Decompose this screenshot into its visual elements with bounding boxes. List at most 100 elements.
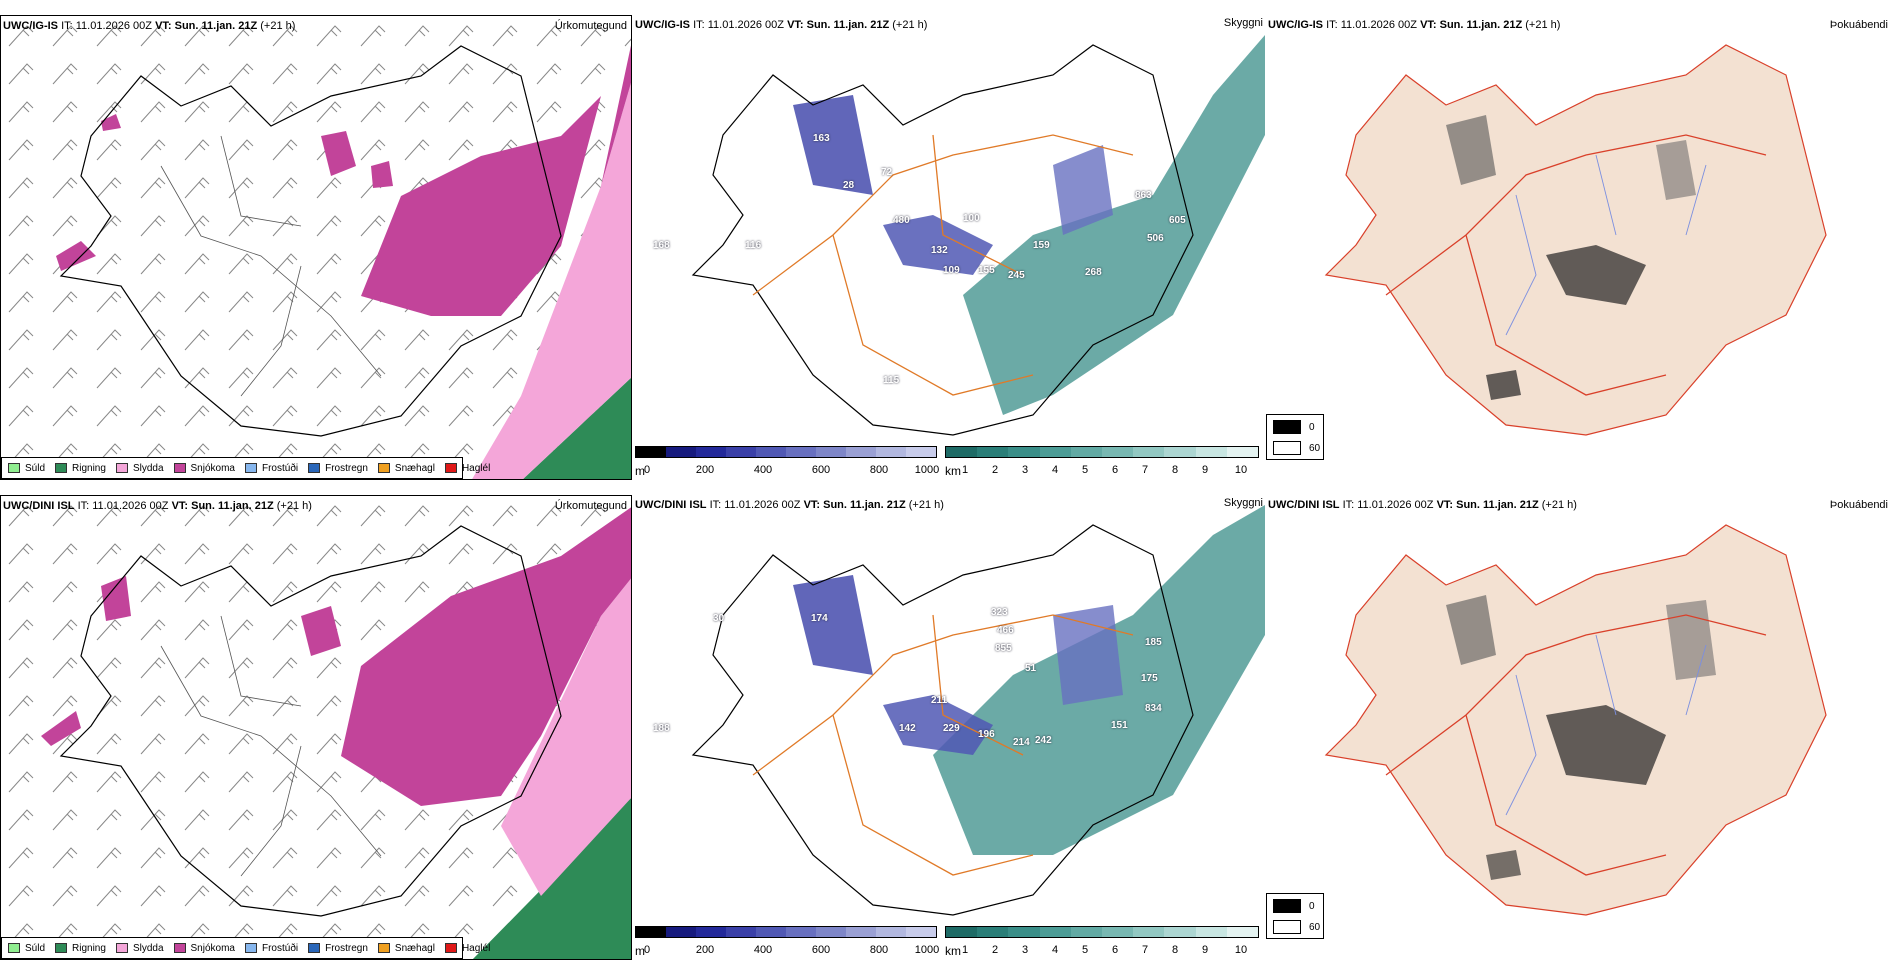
panel-title: UWC/DINI ISL IT: 11.01.2026 00Z VT: Sun.… [3, 500, 312, 512]
precip-panel-bottom: UWC/DINI ISL IT: 11.01.2026 00Z VT: Sun.… [0, 495, 632, 960]
precip-label: Úrkomutegund [554, 20, 627, 32]
legend-item: Snæhagl [377, 463, 435, 474]
ceiling-value: 506 [1147, 233, 1164, 244]
ceiling-value: 185 [1145, 637, 1162, 648]
legend-item: Frostúði [244, 463, 298, 474]
ceiling-value: 168 [653, 240, 670, 251]
visibility-ticks: 1 2 3 4 5 6 7 8 9 10 [961, 464, 1248, 476]
roads [752, 614, 1134, 876]
legend-item: Haglél [444, 463, 490, 474]
legend-item: Súld [8, 943, 45, 954]
ceiling-value: 229 [943, 723, 960, 734]
ceiling-value: 466 [997, 625, 1014, 636]
ceiling-value: 109 [943, 265, 960, 276]
swatch [244, 943, 257, 953]
precip-map-bottom [1, 496, 631, 959]
visibility-unit: km [945, 944, 961, 958]
ceiling-value: 72 [881, 167, 893, 178]
ceiling-ticks: 0 200 400 600 800 1000 [643, 464, 940, 476]
swatch [377, 943, 390, 953]
precip-map-top [1, 16, 631, 479]
iceland-outline [691, 524, 1194, 916]
panel-title: UWC/IG-IS IT: 11.01.2026 00Z VT: Sun. 11… [1268, 19, 1561, 31]
cloud-panel-bottom: UWC/DINI ISL IT: 11.01.2026 00Z VT: Sun.… [633, 495, 1265, 960]
panel-title: UWC/DINI ISL IT: 11.01.2026 00Z VT: Sun.… [635, 499, 944, 511]
legend-item: Frostúði [244, 943, 298, 954]
legend-item: Snjókoma [173, 463, 235, 474]
fog-map-top [1324, 44, 1827, 436]
swatch [55, 463, 68, 473]
swatch [115, 943, 128, 953]
ceiling-value: 51 [1025, 663, 1037, 674]
ceiling-value: 28 [843, 180, 855, 191]
ceiling-unit: m [635, 464, 645, 478]
swatch [55, 943, 68, 953]
ceiling-value: 834 [1145, 703, 1162, 714]
panel-title: UWC/IG-IS IT: 11.01.2026 00Z VT: Sun. 11… [3, 20, 296, 32]
swatch [444, 463, 457, 473]
legend-item: Súld [8, 463, 45, 474]
swatch [308, 463, 321, 473]
sleet-area [501, 578, 631, 896]
ceiling-value: 480 [893, 215, 910, 226]
legend-item: Frostregn [308, 463, 368, 474]
swatch [444, 943, 457, 953]
ceiling-value: 115 [883, 375, 900, 386]
swatch [115, 463, 128, 473]
visibility-ticks: 1 2 3 4 5 6 7 8 9 10 [961, 944, 1248, 956]
swatch [377, 463, 390, 473]
ceiling-value: 159 [1033, 240, 1050, 251]
fog-map-bottom [1324, 524, 1827, 916]
ceiling-value: 174 [811, 613, 828, 624]
swatch [173, 463, 186, 473]
ceiling-value: 175 [1141, 673, 1158, 684]
ceiling-value: 211 [931, 695, 948, 706]
cloud-panel-top: UWC/IG-IS IT: 11.01.2026 00Z VT: Sun. 11… [633, 15, 1265, 480]
ceiling-value: 188 [653, 723, 670, 734]
snow-area [361, 96, 601, 316]
swatch [173, 943, 186, 953]
ceiling-value: 155 [978, 265, 995, 276]
cloud-map-top [691, 35, 1265, 436]
ceiling-value: 116 [745, 240, 762, 251]
cloud-label: Skyggni [1223, 497, 1263, 509]
fog-legend-top: 0 60 [1266, 414, 1324, 460]
fog-legend-label: 60 [1309, 443, 1321, 454]
fog-area [1546, 705, 1666, 785]
fog-panel-top: UWC/IG-IS IT: 11.01.2026 00Z VT: Sun. 11… [1266, 15, 1898, 480]
ceiling-value: 268 [1085, 267, 1102, 278]
precip-legend: Súld Rigning Slydda Snjókoma Frostúði Fr… [1, 457, 490, 479]
ceiling-colorbar [635, 926, 937, 938]
legend-item: Haglél [444, 943, 490, 954]
cloud-label: Skyggni [1223, 17, 1263, 29]
precip-label: Úrkomutegund [554, 500, 627, 512]
swatch [308, 943, 321, 953]
fog-legend-bottom: 0 60 [1266, 893, 1324, 939]
iceland-outline [59, 525, 562, 917]
visibility-unit: km [945, 464, 961, 478]
land-area [1324, 44, 1827, 436]
legend-item: Rigning [55, 943, 106, 954]
fog-panel-bottom: UWC/DINI ISL IT: 11.01.2026 00Z VT: Sun.… [1266, 495, 1898, 960]
ceiling-value: 151 [1111, 720, 1128, 731]
cloud-map-bottom [691, 505, 1265, 916]
legend-item: Snjókoma [173, 943, 235, 954]
ceiling-colorbar [635, 446, 937, 458]
ceiling-value: 30 [713, 613, 725, 624]
ceiling-value: 863 [1135, 190, 1152, 201]
ceiling-value: 132 [931, 245, 948, 256]
roads [752, 134, 1134, 396]
ceiling-value: 214 [1013, 737, 1030, 748]
snow-area [341, 507, 631, 806]
fog-legend-label: 60 [1309, 922, 1321, 933]
fog-label: Þokuábendi [1829, 19, 1888, 31]
fog-label: Þokuábendi [1829, 499, 1888, 511]
iceland-outline [691, 44, 1194, 436]
rain-area [523, 377, 631, 479]
ceiling-area [883, 215, 993, 275]
precip-panel-top: UWC/IG-IS IT: 11.01.2026 00Z VT: Sun. 11… [0, 15, 632, 480]
ceiling-ticks: 0 200 400 600 800 1000 [643, 944, 940, 956]
panel-title: UWC/IG-IS IT: 11.01.2026 00Z VT: Sun. 11… [635, 19, 928, 31]
fog-legend-label: 0 [1309, 422, 1315, 433]
precip-legend: Súld Rigning Slydda Snjókoma Frostúði Fr… [1, 937, 490, 959]
